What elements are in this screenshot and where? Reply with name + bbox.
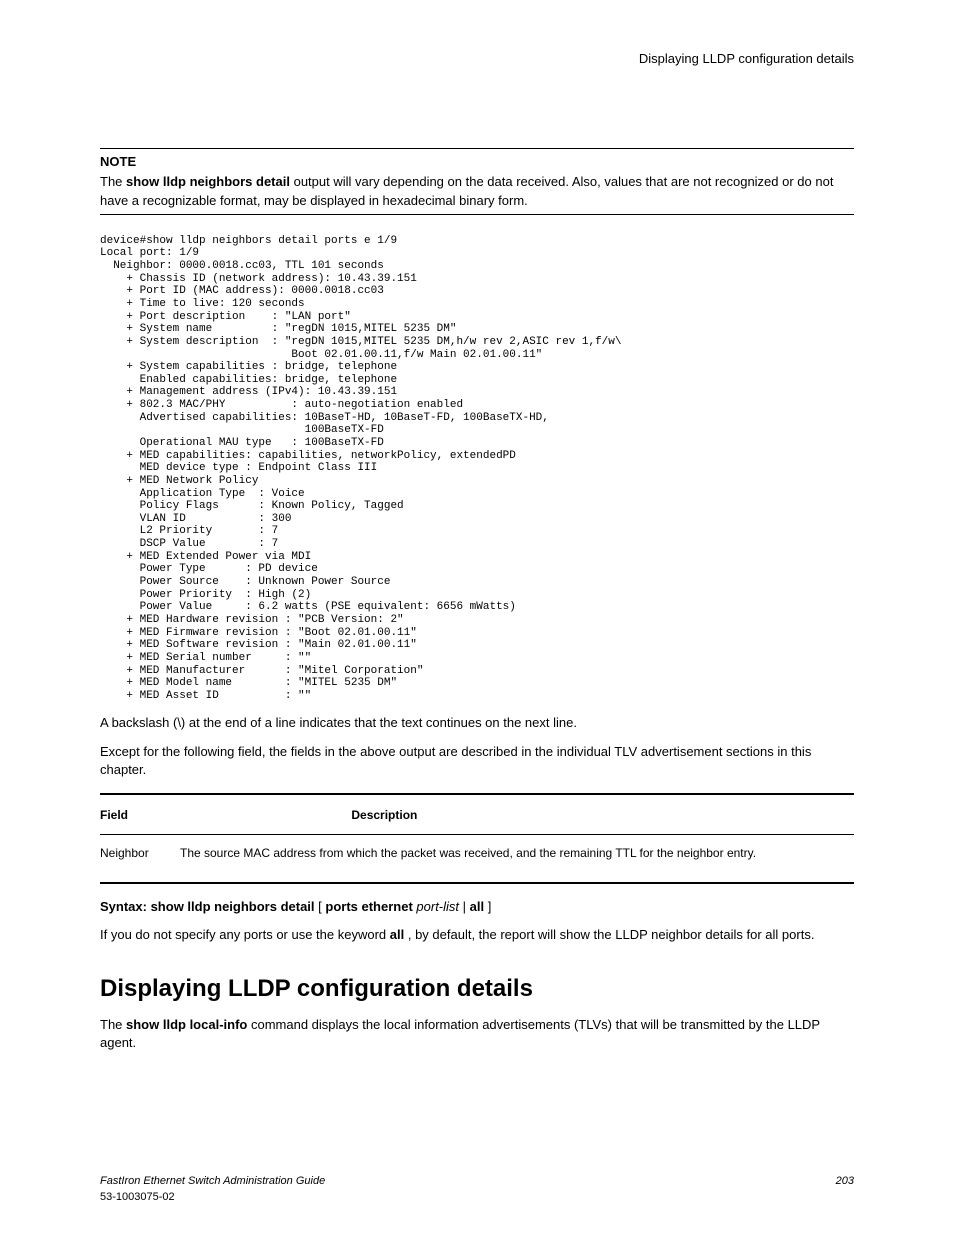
syntax-cmd2: ports ethernet [325,899,412,914]
footer-page: 203 [836,1174,854,1189]
syntax-open: [ [315,899,326,914]
syntax-line: Syntax: show lldp neighbors detail [ por… [100,898,854,916]
para3a: If you do not specify any ports or use t… [100,927,390,942]
table-top-rule [100,793,854,795]
table-header-row: Field Description [100,801,854,830]
table-row: Neighbor The source MAC address from whi… [100,839,854,868]
cli-output: device#show lldp neighbors detail ports … [100,235,854,703]
paragraph-default: If you do not specify any ports or use t… [100,926,854,944]
header-title: Displaying LLDP configuration details [639,51,854,66]
note-top-rule [100,148,854,149]
cell-desc: The source MAC address from which the pa… [180,839,854,868]
paragraph-localinfo: The show lldp local-info command display… [100,1016,854,1052]
syntax-close: ] [484,899,491,914]
col-field: Field [100,801,351,830]
field-table-body: Neighbor The source MAC address from whi… [100,839,854,868]
page-footer: FastIron Ethernet Switch Administration … [100,1174,854,1205]
footer-docid: 53-1003075-02 [100,1190,854,1205]
syntax-sep: | [459,899,470,914]
syntax-cmd1: show lldp neighbors detail [151,899,315,914]
note-cmd: show lldp neighbors detail [126,174,290,189]
page-header: Displaying LLDP configuration details [100,50,854,68]
footer-guide: FastIron Ethernet Switch Administration … [100,1174,325,1189]
note-body: The show lldp neighbors detail output wi… [100,173,854,209]
cell-field: Neighbor [100,839,180,868]
note-label: NOTE [100,153,854,171]
syntax-arg: port-list [413,899,459,914]
note-pre: The [100,174,126,189]
paragraph-except: Except for the following field, the fiel… [100,743,854,779]
field-table: Field Description [100,801,854,830]
para3b: all [390,927,404,942]
section-heading: Displaying LLDP configuration details [100,972,854,1006]
table-bottom-rule [100,882,854,884]
para4a: The [100,1017,126,1032]
syntax-label: Syntax: [100,899,151,914]
para4b: show lldp local-info [126,1017,247,1032]
col-description: Description [351,801,854,830]
para3c: , by default, the report will show the L… [404,927,814,942]
note-bottom-rule [100,214,854,215]
syntax-cmd3: all [470,899,484,914]
paragraph-backslash: A backslash (\) at the end of a line ind… [100,714,854,732]
table-mid-rule [100,834,854,835]
